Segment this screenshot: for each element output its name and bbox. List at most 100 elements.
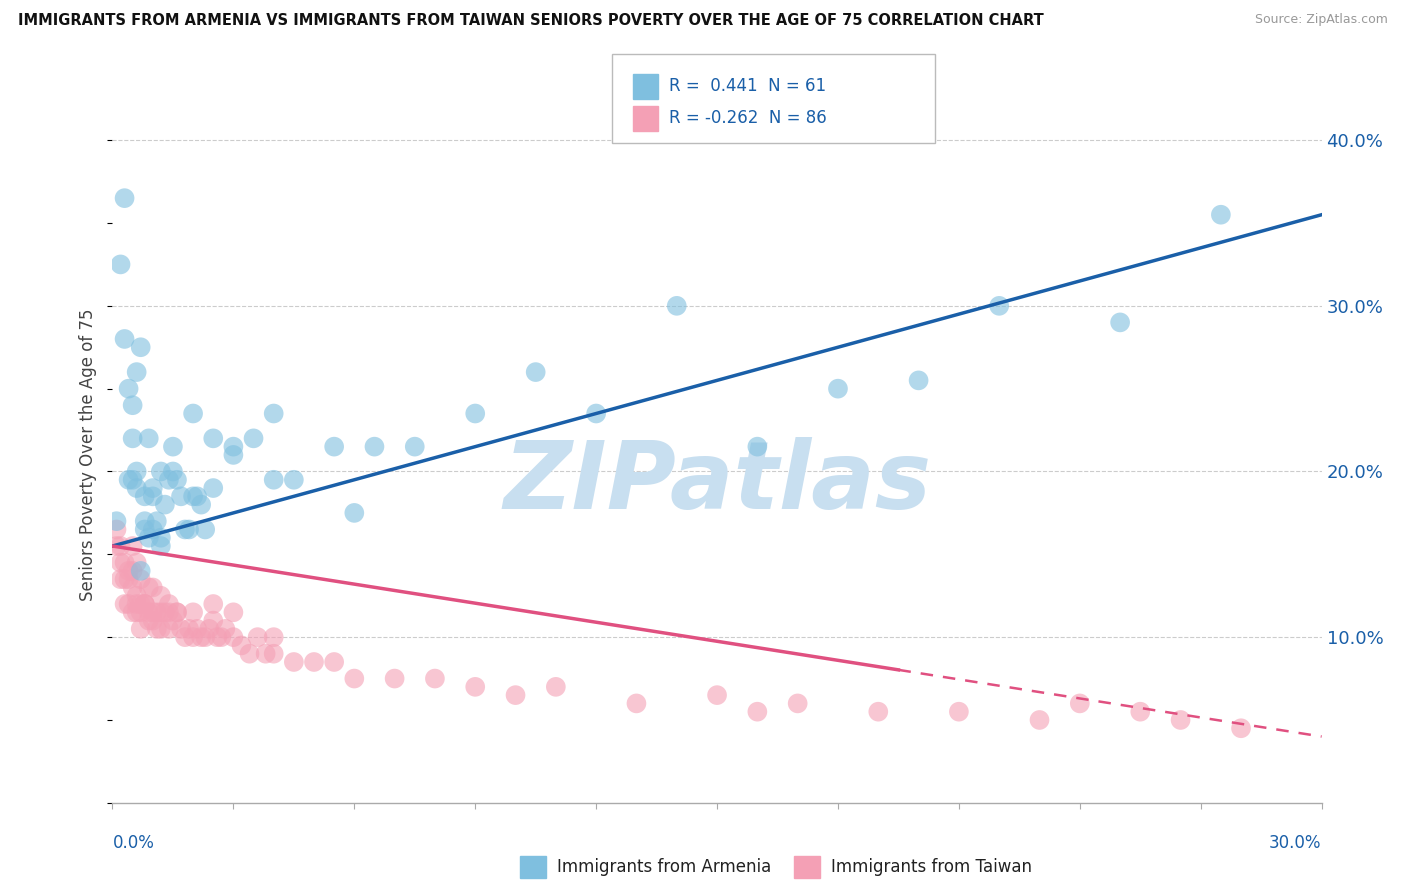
Point [166,605,188,619]
Point [1170,713,1192,727]
Point [323,655,346,669]
Point [125,481,148,495]
Point [384,672,406,686]
Point [868,705,890,719]
Point [162,614,184,628]
Point [209,630,232,644]
Point [166,473,188,487]
Point [138,614,160,628]
Point [129,572,152,586]
Point [181,407,204,421]
Point [202,614,225,628]
Point [198,622,221,636]
Point [194,630,217,644]
Point [138,431,160,445]
Point [157,622,180,636]
Text: Source: ZipAtlas.com: Source: ZipAtlas.com [1254,13,1388,27]
Point [222,440,245,454]
Point [747,440,769,454]
Point [242,431,264,445]
Point [125,465,148,479]
Point [121,431,143,445]
Point [162,440,184,454]
Point [665,299,688,313]
Point [544,680,567,694]
Point [117,572,139,586]
Point [524,365,547,379]
Point [149,589,172,603]
Point [134,597,156,611]
Point [907,373,929,387]
Point [114,597,136,611]
Text: R =  0.441  N = 61: R = 0.441 N = 61 [669,77,827,95]
Point [149,531,172,545]
Point [125,556,148,570]
Point [157,605,180,619]
Point [146,605,169,619]
Point [464,407,486,421]
Point [142,614,165,628]
Point [121,564,143,578]
Point [129,597,152,611]
Point [174,630,197,644]
Point [174,523,197,537]
Point [706,688,728,702]
Point [110,572,132,586]
Point [207,630,229,644]
Point [142,605,165,619]
Point [142,581,165,595]
Point [505,688,527,702]
Point [177,622,200,636]
Point [263,407,285,421]
Point [343,672,366,686]
Point [202,597,225,611]
Text: Immigrants from Taiwan: Immigrants from Taiwan [831,858,1032,876]
Point [117,564,139,578]
Point [157,473,180,487]
Point [105,523,128,537]
Point [162,465,184,479]
Point [117,473,139,487]
Point [423,672,446,686]
Point [110,539,132,553]
Point [121,539,143,553]
Point [138,581,160,595]
Point [827,382,849,396]
Point [181,605,204,619]
Point [263,630,285,644]
Point [1230,721,1253,735]
Point [157,597,180,611]
Point [153,498,176,512]
Point [170,489,193,503]
Point [129,564,152,578]
Point [153,605,176,619]
Point [105,539,128,553]
Point [948,705,970,719]
Point [181,489,204,503]
Point [222,448,245,462]
Point [125,605,148,619]
Point [222,605,245,619]
Point [283,655,305,669]
Point [238,647,260,661]
Point [121,605,143,619]
Point [254,647,277,661]
Point [343,506,366,520]
Point [177,523,200,537]
Point [181,630,204,644]
Point [129,340,152,354]
Point [363,440,385,454]
Point [117,382,139,396]
Point [114,332,136,346]
Point [1109,315,1132,329]
Point [134,523,156,537]
Point [1129,705,1152,719]
Point [186,622,208,636]
Y-axis label: Seniors Poverty Over the Age of 75: Seniors Poverty Over the Age of 75 [79,309,97,601]
Point [1209,208,1232,222]
Point [323,440,346,454]
Point [149,539,172,553]
Text: 30.0%: 30.0% [1270,834,1322,852]
Point [142,489,165,503]
Point [786,697,808,711]
